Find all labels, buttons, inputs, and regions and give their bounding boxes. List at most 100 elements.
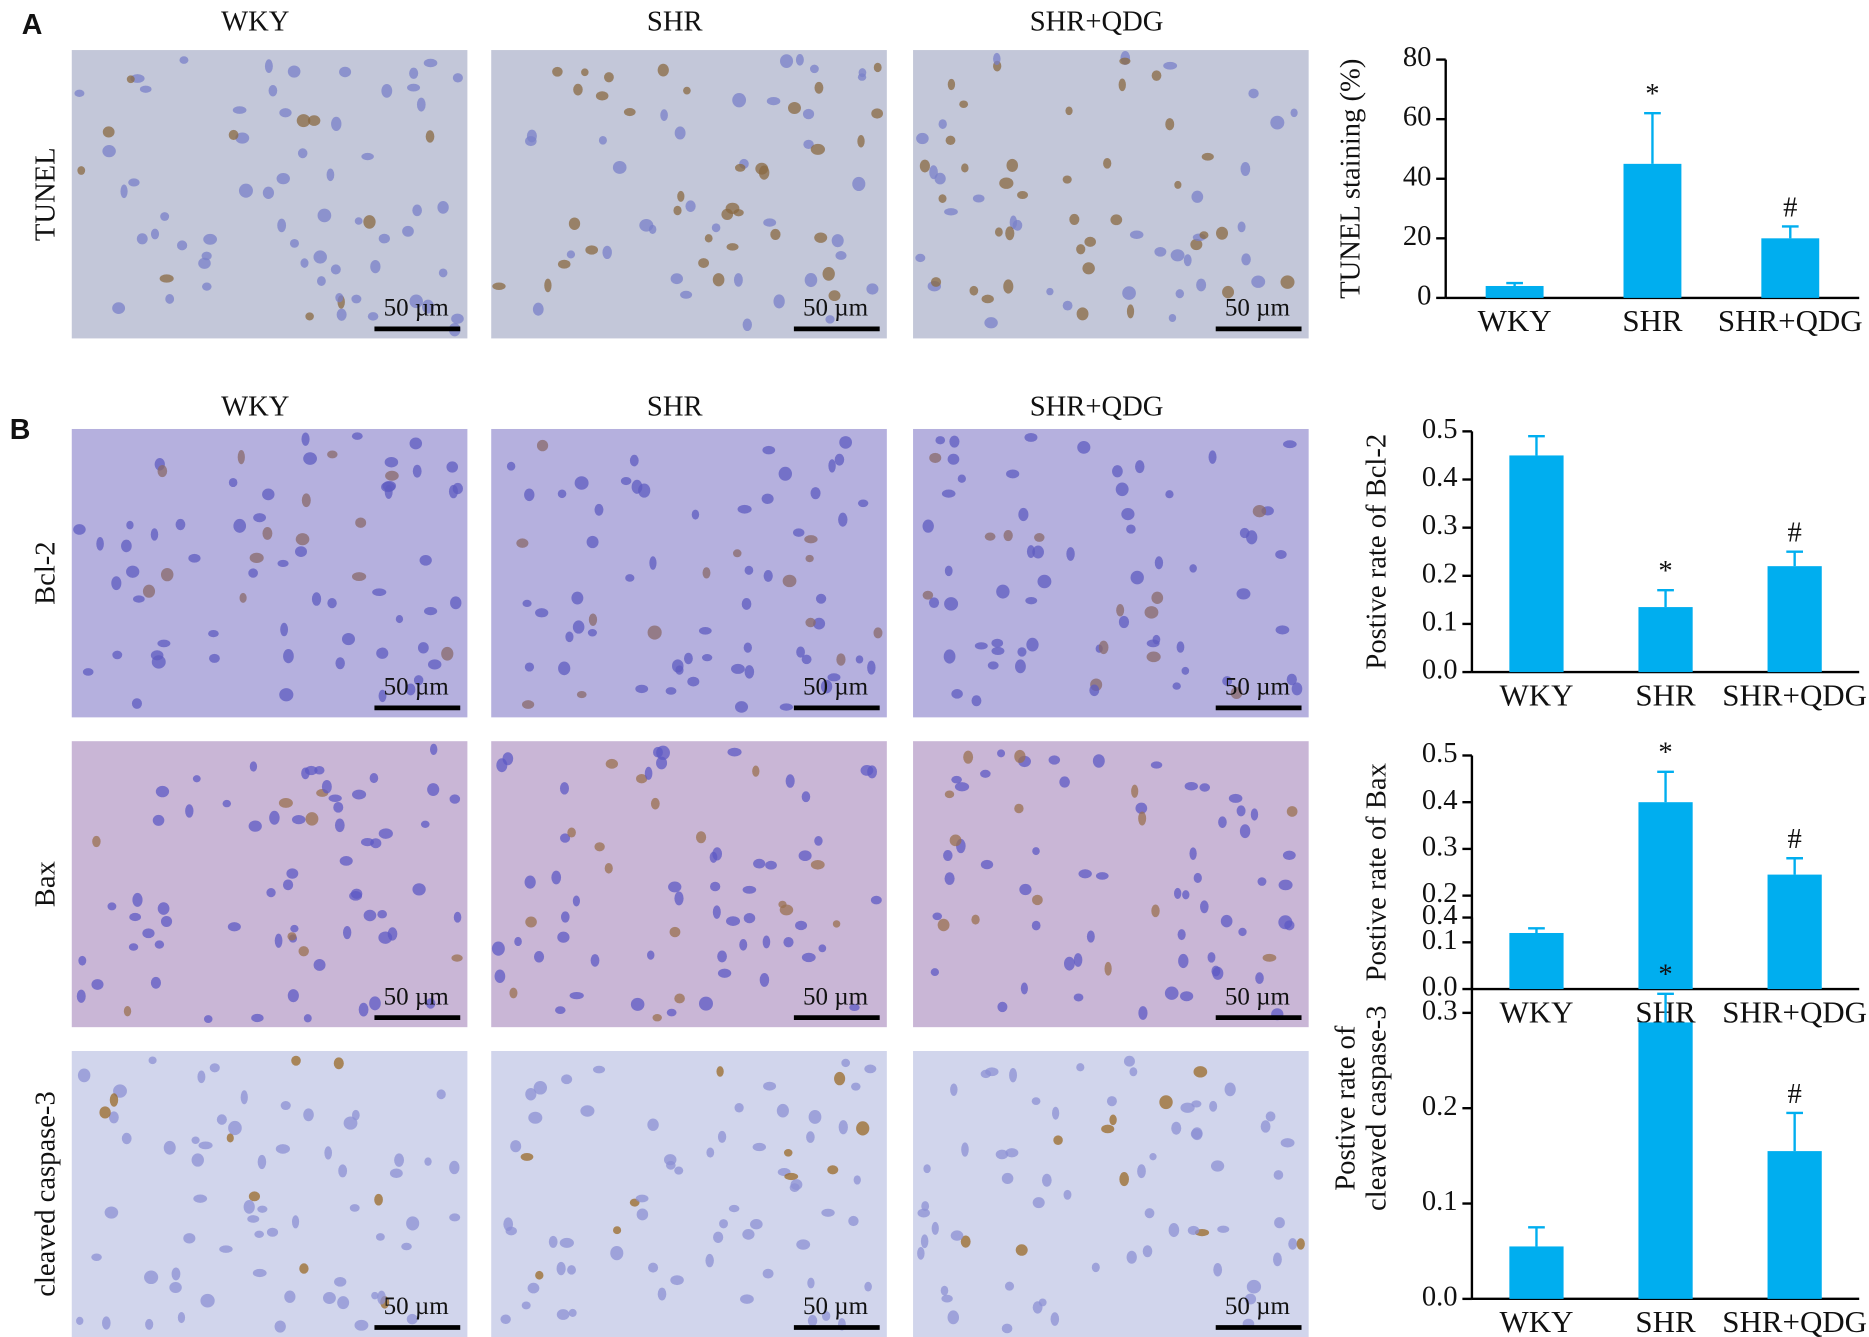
- cell: [219, 1245, 233, 1253]
- cell: [303, 1108, 314, 1122]
- cell: [1280, 1138, 1295, 1148]
- cell: [378, 689, 387, 703]
- cell: [1255, 972, 1264, 984]
- cell: [778, 466, 793, 481]
- cell: [1076, 244, 1086, 255]
- micrograph: 50 µm: [913, 741, 1309, 1028]
- cell: [1240, 161, 1251, 177]
- cell: [109, 1093, 119, 1107]
- cell: [1118, 78, 1126, 92]
- cell: [1032, 894, 1043, 906]
- scale-bar-label: 50 µm: [803, 673, 869, 700]
- cell: [1041, 1173, 1052, 1187]
- cell: [610, 1245, 624, 1261]
- cell: [160, 212, 170, 221]
- cell: [76, 1316, 84, 1325]
- cell: [405, 683, 416, 696]
- cell: [1004, 1281, 1015, 1291]
- cell: [743, 913, 756, 924]
- cell: [820, 679, 833, 694]
- cell: [814, 836, 823, 846]
- cell: [1180, 991, 1194, 1002]
- cell: [740, 1294, 754, 1304]
- cell: [524, 875, 536, 889]
- cell: [1296, 1238, 1305, 1250]
- cell: [384, 457, 399, 468]
- y-tick-label: 0.5: [1422, 414, 1458, 445]
- cell: [650, 797, 660, 810]
- cell: [1146, 639, 1160, 648]
- cell: [1168, 313, 1177, 323]
- cell: [252, 1268, 267, 1278]
- cell: [941, 489, 956, 498]
- cell: [264, 59, 273, 74]
- cell: [801, 952, 816, 963]
- cell: [784, 1172, 799, 1181]
- cell: [1236, 805, 1246, 817]
- cell: [1196, 278, 1207, 292]
- cell: [783, 937, 794, 948]
- cell: [76, 989, 86, 1003]
- cell: [776, 1103, 789, 1118]
- cell: [1101, 1124, 1115, 1134]
- cell: [1190, 1128, 1203, 1140]
- cell: [111, 576, 122, 591]
- cell: [552, 66, 563, 77]
- y-axis-label: TUNEL staining (%): [1335, 59, 1366, 299]
- cell: [1288, 1238, 1298, 1250]
- cell: [438, 268, 448, 278]
- cell: [916, 132, 929, 145]
- cell: [102, 126, 115, 138]
- cell: [1014, 803, 1024, 814]
- cell: [598, 136, 607, 145]
- cell: [1026, 545, 1036, 559]
- annotation: #: [1788, 518, 1802, 549]
- cell: [657, 63, 669, 77]
- cell: [795, 54, 804, 66]
- cell: [930, 968, 940, 976]
- cell: [342, 925, 352, 940]
- cell: [249, 552, 264, 563]
- cell: [963, 750, 974, 764]
- cell: [102, 145, 116, 158]
- cell: [841, 1058, 851, 1068]
- cell: [240, 1090, 248, 1105]
- cell: [1189, 847, 1197, 860]
- cell: [635, 684, 649, 694]
- cell: [567, 827, 576, 838]
- cell: [296, 114, 311, 128]
- cell: [572, 620, 585, 634]
- cell: [526, 129, 537, 143]
- bar: [1509, 455, 1564, 673]
- cell: [74, 89, 85, 97]
- cell: [248, 820, 262, 832]
- cell: [232, 106, 247, 114]
- y-tick-label: 0.0: [1422, 655, 1458, 686]
- cell: [691, 509, 700, 520]
- cell: [1286, 673, 1297, 686]
- x-tick-label: WKY: [1499, 1304, 1573, 1337]
- cell: [524, 662, 535, 672]
- y-tick-label: 0.4: [1422, 900, 1458, 931]
- cell: [753, 858, 766, 869]
- cell: [280, 1101, 291, 1111]
- cell: [825, 315, 835, 324]
- cell: [1031, 920, 1041, 931]
- cell: [832, 920, 841, 928]
- cell: [742, 1229, 755, 1240]
- cell: [1251, 275, 1266, 288]
- cell: [804, 273, 818, 288]
- cell: [1239, 824, 1251, 839]
- cell: [203, 233, 218, 245]
- cell: [1076, 307, 1089, 321]
- cell: [1048, 755, 1061, 765]
- y-tick-label: 0.1: [1422, 1186, 1458, 1217]
- cell: [401, 1242, 412, 1251]
- cell: [1098, 640, 1109, 655]
- cell: [1275, 625, 1290, 635]
- cell: [155, 785, 170, 798]
- cell: [257, 1154, 267, 1170]
- cell: [367, 312, 379, 321]
- cell: [528, 1111, 543, 1124]
